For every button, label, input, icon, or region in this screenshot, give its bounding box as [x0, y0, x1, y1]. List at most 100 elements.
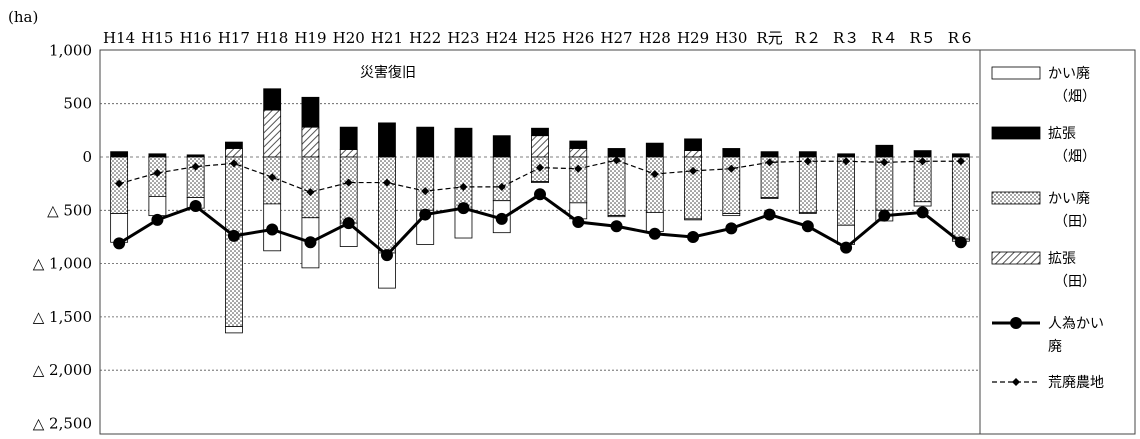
marker-abandoned-farmland	[689, 166, 698, 175]
marker-abandoned-farmland	[650, 170, 659, 179]
bar-abandon-field	[913, 201, 932, 207]
legend-marker	[1010, 317, 1022, 329]
chart-annotation: 災害復旧	[360, 64, 416, 81]
bar-expansion-field	[492, 135, 511, 158]
marker-abandoned-farmland	[459, 182, 468, 191]
unit-label: (ha)	[8, 8, 38, 26]
bar-abandon-field	[225, 326, 243, 334]
bar-expansion-field	[148, 153, 167, 158]
bar-expansion-field	[531, 127, 549, 137]
marker-human-abandonment	[534, 188, 546, 201]
marker-human-abandonment	[342, 217, 355, 230]
bar-expansion-paddy	[531, 135, 549, 158]
marker-human-abandonment	[151, 213, 164, 226]
bar-expansion-field	[416, 126, 435, 158]
x-tick-label: H19	[294, 29, 326, 47]
x-tick-label: R５	[909, 29, 935, 47]
bar-abandon-field	[722, 213, 741, 217]
bar-expansion-paddy	[569, 148, 588, 158]
marker-abandoned-farmland	[306, 188, 315, 197]
y-tick-label: △ 500	[47, 201, 92, 219]
bar-abandon-paddy	[837, 156, 855, 226]
bar-abandon-paddy	[301, 156, 320, 219]
marker-human-abandonment	[648, 227, 661, 240]
bar-expansion-field	[875, 144, 894, 158]
marker-abandoned-farmland	[918, 157, 927, 166]
marker-abandoned-farmland	[880, 158, 889, 167]
marker-abandoned-farmland	[727, 164, 736, 173]
x-tick-label: R３	[833, 29, 859, 47]
y-tick-label: △ 2,000	[33, 361, 92, 379]
bar-abandon-paddy	[645, 156, 664, 213]
bar-abandon-paddy	[492, 156, 511, 202]
marker-abandoned-farmland	[803, 157, 812, 166]
bar-abandon-field	[531, 181, 549, 183]
marker-abandoned-farmland	[765, 158, 774, 167]
legend-swatch	[991, 191, 1041, 205]
legend-label: 拡張（田）	[1048, 251, 1096, 290]
marker-abandoned-farmland	[574, 164, 583, 173]
y-tick-label: 500	[63, 95, 92, 113]
x-tick-label: H14	[103, 29, 135, 47]
x-tick-label: H28	[639, 29, 671, 47]
x-tick-label: H17	[218, 29, 250, 47]
legend-frame	[979, 49, 1136, 435]
x-tick-label: H30	[715, 29, 747, 47]
x-tick-label: H21	[371, 29, 403, 47]
bar-expansion-field	[798, 151, 817, 158]
x-tick-label: H16	[180, 29, 212, 47]
bar-expansion-field	[454, 127, 473, 158]
bar-expansion-paddy	[339, 149, 358, 158]
x-tick-label: R６	[948, 29, 974, 47]
bar-abandon-paddy	[607, 156, 626, 217]
marker-human-abandonment	[725, 222, 738, 235]
x-tick-label: H25	[524, 29, 556, 47]
marker-abandoned-farmland	[497, 182, 506, 191]
bar-expansion-field	[837, 153, 855, 158]
y-tick-label: 1,000	[49, 41, 92, 59]
legend-label: 人為かい廃	[1048, 316, 1104, 355]
marker-abandoned-farmland	[229, 159, 238, 168]
bar-expansion-field	[645, 142, 664, 158]
x-tick-label: H27	[600, 29, 632, 47]
y-tick-label: △ 1,500	[33, 308, 92, 326]
x-tick-label: R４	[871, 29, 897, 47]
bar-abandon-paddy	[569, 156, 588, 204]
x-tick-label: R２	[795, 29, 821, 47]
bar-abandon-paddy	[684, 156, 702, 220]
marker-human-abandonment	[687, 230, 700, 243]
marker-abandoned-farmland	[115, 179, 124, 188]
marker-human-abandonment	[266, 223, 279, 236]
x-tick-label: H24	[486, 29, 518, 47]
marker-abandoned-farmland	[421, 187, 430, 196]
marker-abandoned-farmland	[956, 157, 965, 166]
marker-human-abandonment	[227, 229, 240, 242]
legend-swatch	[991, 251, 1041, 265]
x-tick-label: H18	[256, 29, 288, 47]
x-tick-label: H20	[333, 29, 365, 47]
bar-expansion-paddy	[263, 109, 282, 158]
y-tick-label: △ 2,500	[33, 415, 92, 433]
marker-human-abandonment	[457, 202, 470, 215]
marker-abandoned-farmland	[382, 178, 391, 187]
legend-label: かい廃（田）	[1048, 190, 1096, 230]
x-tick-label: H15	[141, 29, 173, 47]
marker-human-abandonment	[878, 209, 891, 222]
bar-expansion-field	[378, 122, 396, 158]
bar-expansion-paddy	[225, 148, 243, 158]
marker-human-abandonment	[419, 208, 432, 221]
bar-expansion-field	[301, 96, 320, 128]
bar-expansion-field	[339, 126, 358, 150]
x-tick-label: H29	[677, 29, 709, 47]
bar-expansion-field	[722, 148, 741, 158]
bar-expansion-field	[951, 153, 970, 158]
bar-expansion-field	[110, 151, 129, 158]
bar-abandon-paddy	[339, 156, 358, 224]
marker-human-abandonment	[954, 236, 967, 249]
legend-label: かい廃（畑）	[1048, 65, 1096, 105]
bar-expansion-field	[913, 150, 932, 158]
marker-human-abandonment	[610, 220, 623, 233]
bar-expansion-field	[569, 140, 588, 149]
bar-abandon-field	[684, 218, 702, 221]
